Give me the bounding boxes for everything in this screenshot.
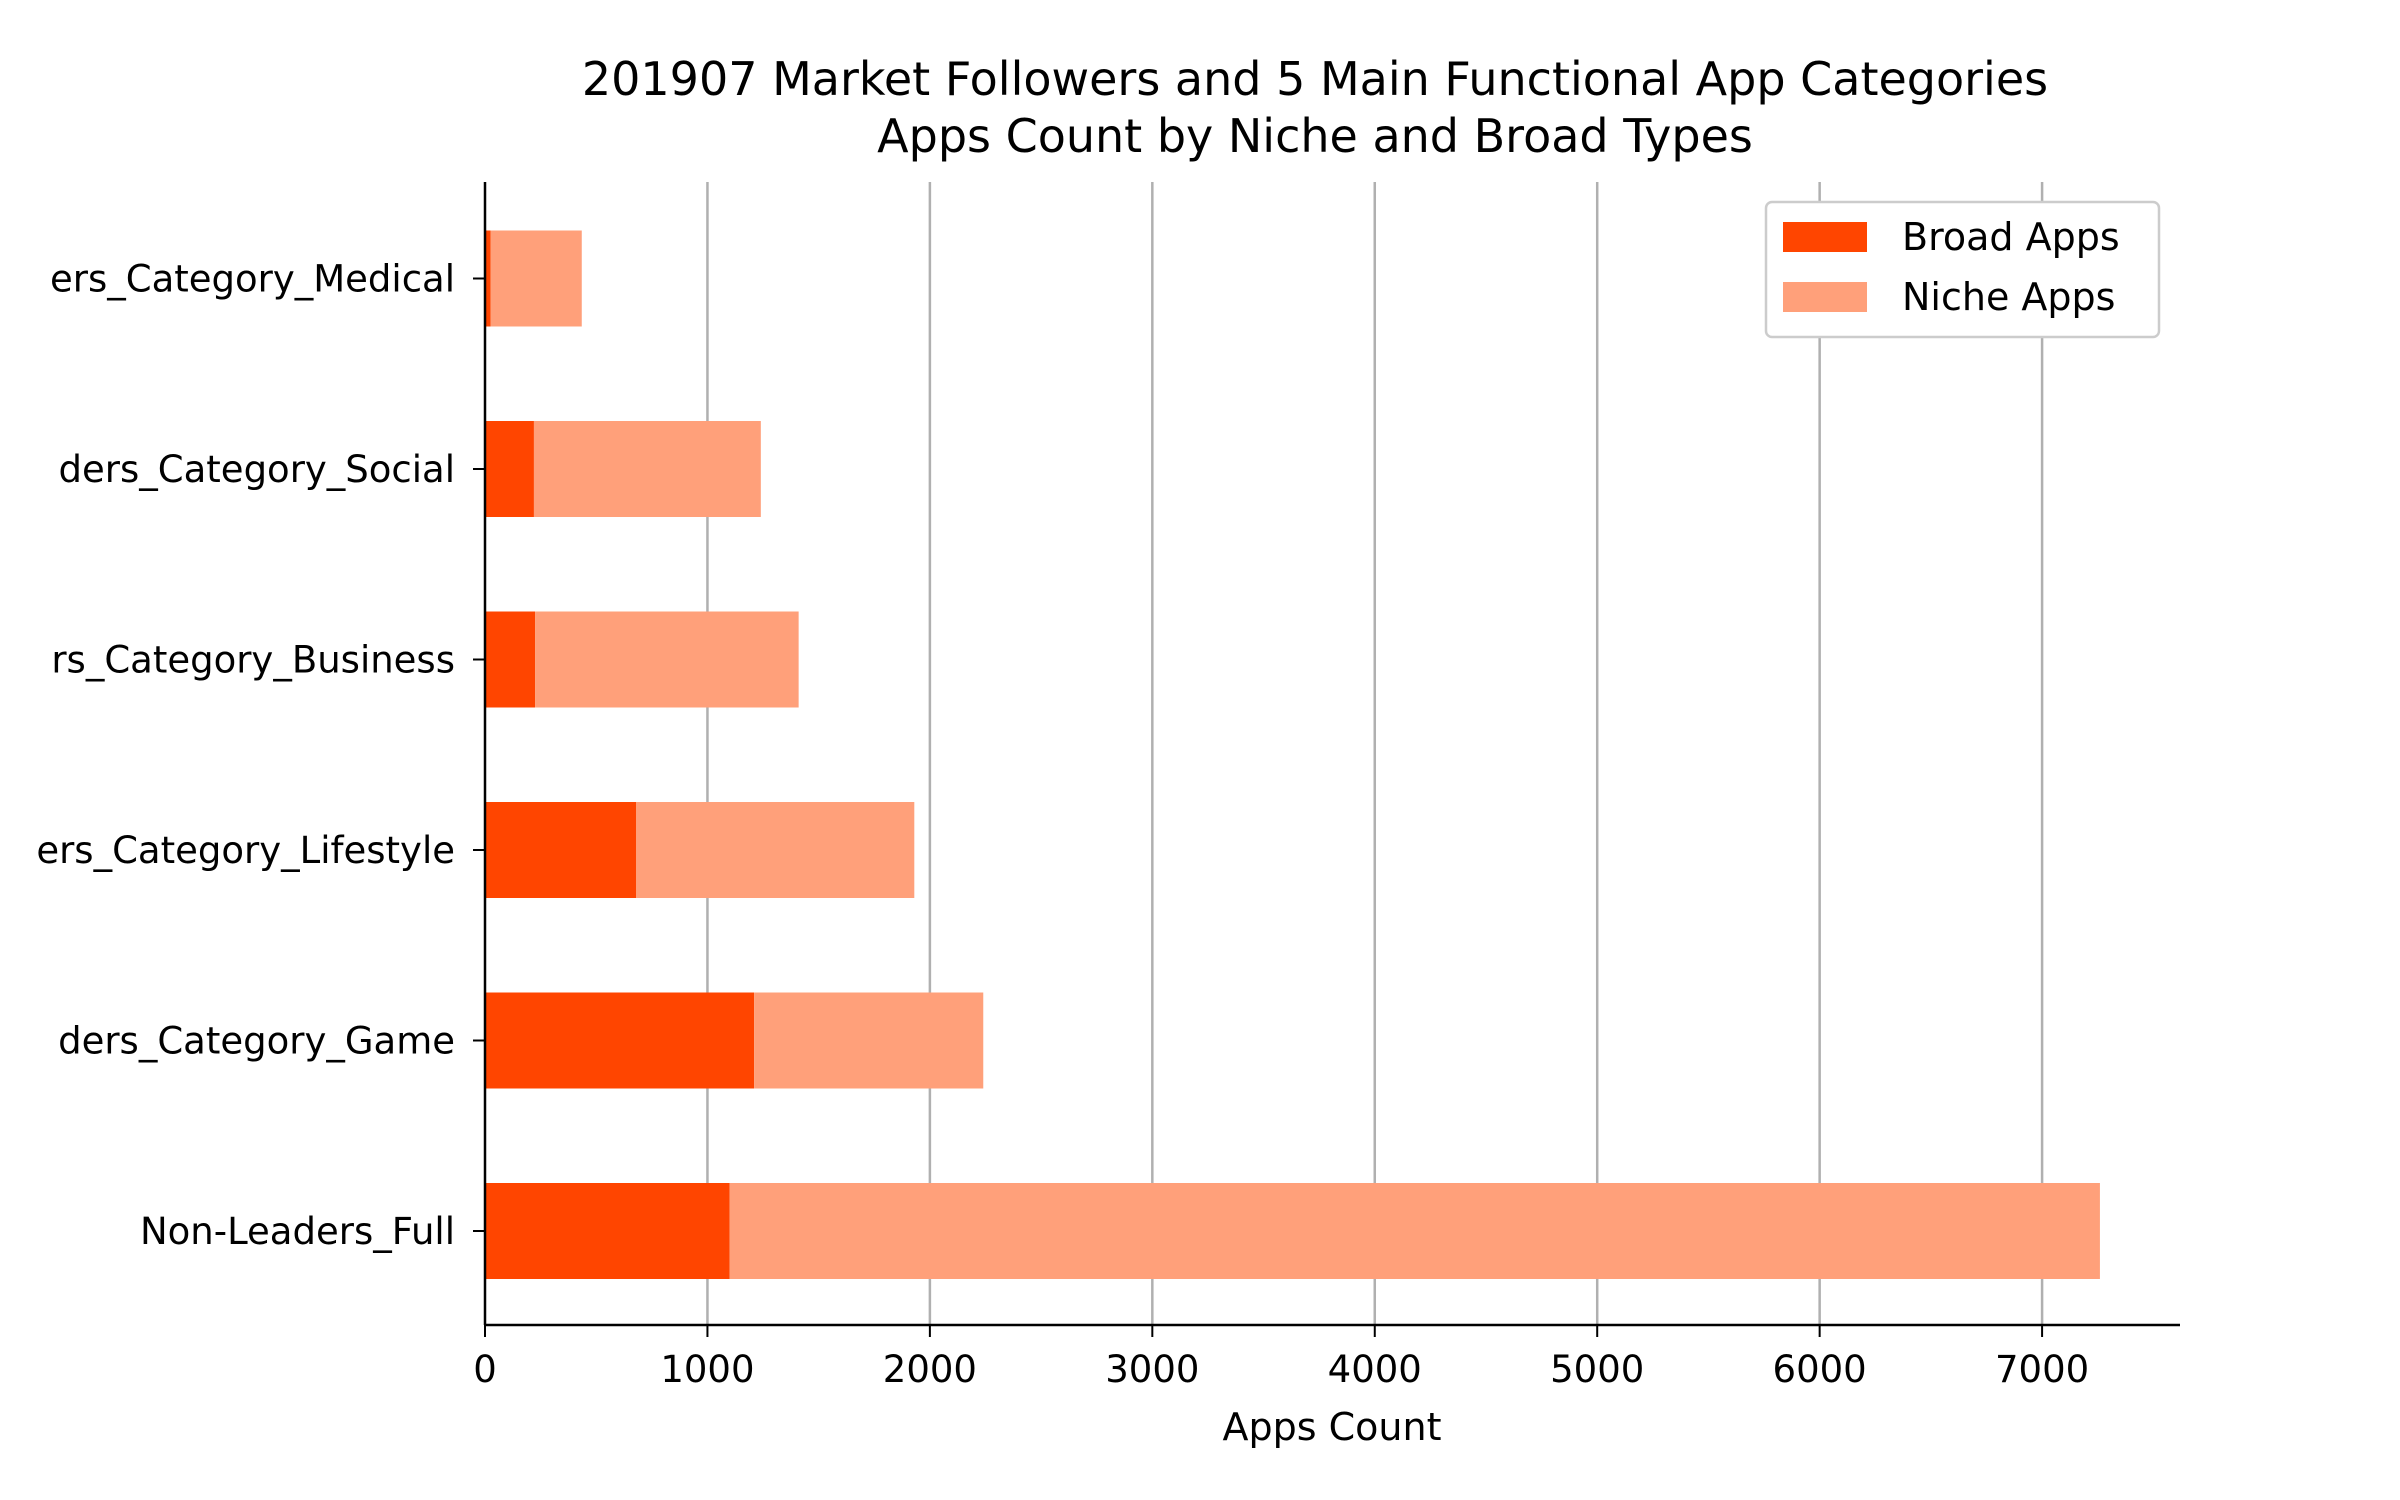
x-tick-label: 3000	[1105, 1348, 1199, 1391]
bar-broad-apps	[485, 611, 536, 708]
y-tick-label: ders_Category_Social	[59, 448, 455, 491]
bar-broad-apps	[485, 1183, 730, 1279]
bar-niche-apps	[729, 1183, 2100, 1279]
x-tick-label: 4000	[1328, 1348, 1422, 1391]
x-tick-label: 2000	[883, 1348, 977, 1391]
bar-niche-apps	[533, 421, 761, 517]
chart-title: 201907 Market Followers and 5 Main Funct…	[582, 52, 2048, 106]
y-tick-label: ders_Category_Game	[58, 1020, 455, 1063]
x-tick-label: 0	[473, 1348, 497, 1391]
bar-niche-apps	[754, 992, 984, 1089]
legend: Broad Apps Niche Apps	[1764, 200, 2161, 339]
axes	[483, 182, 2180, 1327]
y-tick-label: ers_Category_Medical	[50, 258, 455, 301]
y-tick-label: ers_Category_Lifestyle	[36, 829, 455, 872]
legend-swatch-niche-apps	[1783, 282, 1867, 312]
y-tick-label: rs_Category_Business	[51, 639, 455, 682]
bar-broad-apps	[485, 421, 534, 517]
legend-label-broad-apps: Broad Apps	[1902, 215, 2120, 259]
bar-broad-apps	[485, 802, 637, 898]
bars	[485, 230, 2100, 1279]
y-tick-label: Non-Leaders_Full	[140, 1210, 455, 1253]
bar-broad-apps	[485, 992, 755, 1089]
chart-subtitle: Apps Count by Niche and Broad Types	[877, 109, 1753, 163]
x-tick-label: 1000	[660, 1348, 754, 1391]
bar-niche-apps	[535, 611, 799, 708]
bar-niche-apps	[636, 802, 915, 898]
x-axis-label: Apps Count	[1223, 1405, 1442, 1449]
x-tick-label: 6000	[1773, 1348, 1867, 1391]
gridlines	[706, 182, 2044, 1325]
x-tick-label: 5000	[1550, 1348, 1644, 1391]
x-tick-label: 7000	[1995, 1348, 2089, 1391]
bar-niche-apps	[490, 230, 582, 327]
legend-swatch-broad-apps	[1783, 222, 1867, 252]
legend-label-niche-apps: Niche Apps	[1902, 275, 2115, 319]
tick-labels: 0 1000 2000 3000 4000 5000 6000 7000 Non-Leaders…	[36, 258, 2089, 1392]
bar-broad-apps	[485, 230, 491, 327]
